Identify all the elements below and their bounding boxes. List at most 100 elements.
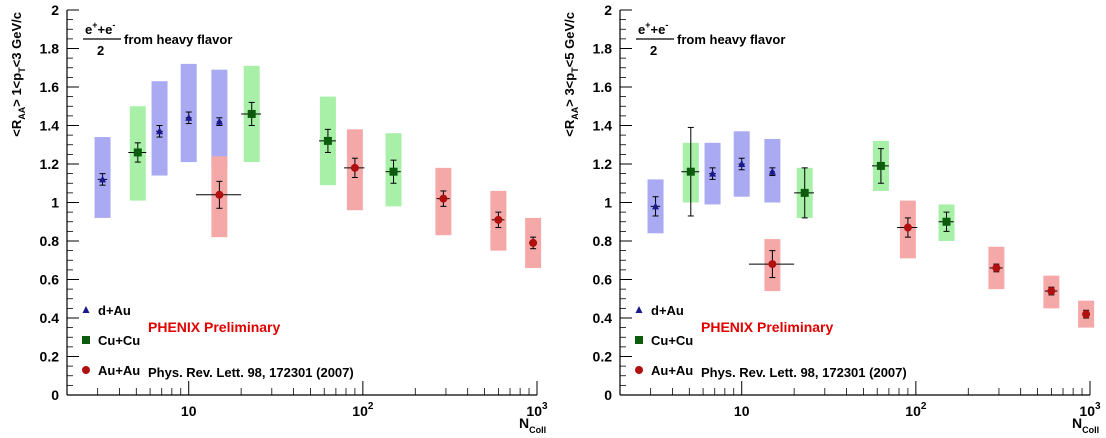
y-tick-label: 1 — [604, 195, 612, 211]
y-label-main: <R — [562, 119, 577, 137]
legend-marker-2 — [635, 366, 643, 374]
chart-right: 0 0.2 0.4 0.6 0.8 1 1.2 1.4 1.6 1.8 2 10 102 103 NColl… — [553, 0, 1106, 438]
y-label-mid2: <5 GeV/c — [562, 12, 577, 67]
x-tick-exp: 3 — [1095, 401, 1101, 412]
marker-circle-2-4 — [1082, 310, 1091, 319]
annotation-text: from heavy flavor — [124, 32, 232, 47]
legend-marker-0 — [635, 306, 643, 313]
x-tick-exp: 2 — [368, 401, 374, 412]
y-tick-label: 1.6 — [40, 79, 60, 95]
y-axis-label: <RAA> 3<pT<5 GeV/c — [562, 12, 580, 137]
legend-marker-1 — [82, 336, 90, 344]
marker-square-1-1 — [247, 109, 256, 118]
x-tick-label: 10 — [734, 403, 750, 419]
legend-label-2: Au+Au — [98, 363, 140, 378]
annot-e: e — [638, 22, 645, 37]
marker-circle-2-4 — [529, 238, 538, 247]
marker-circle-2-2 — [439, 194, 448, 203]
marker-square-1-0 — [133, 148, 142, 157]
marker-triangle-0-3 — [768, 167, 776, 175]
x-tick-base: 10 — [1079, 403, 1095, 419]
y-tick-label: 0.6 — [40, 272, 60, 288]
annotation-numerator: e++e- — [85, 20, 115, 37]
legend-label-2: Au+Au — [651, 363, 693, 378]
x-tick-label: 103 — [526, 401, 548, 419]
x-tick-base: 10 — [905, 403, 921, 419]
x-label-sub: Coll — [1082, 425, 1099, 435]
y-label-main: <R — [9, 119, 24, 137]
x-tick-exp: 3 — [542, 401, 548, 412]
y-tick-label: 1.4 — [40, 118, 60, 134]
y-tick-label: 1 — [51, 195, 59, 211]
y-tick-label: 0.2 — [593, 349, 613, 365]
marker-square-1-2 — [323, 136, 332, 145]
preliminary-label: PHENIX Preliminary — [148, 319, 280, 335]
y-label-sub2: T — [570, 67, 580, 73]
annotation-denominator: 2 — [650, 43, 657, 58]
marker-circle-2-3 — [1047, 287, 1056, 296]
x-tick-base: 10 — [734, 403, 750, 419]
x-tick-label: 10 — [181, 403, 197, 419]
marker-square-1-3 — [389, 167, 398, 176]
annotation-text: from heavy flavor — [677, 32, 785, 47]
y-tick-label: 2 — [51, 2, 59, 18]
x-axis-label: NColl — [1072, 415, 1099, 435]
x-tick-label: 103 — [1079, 401, 1101, 419]
marker-circle-2-0 — [768, 260, 777, 269]
y-label-mid1: > 3<p — [562, 73, 577, 107]
chart-left: 0 0.2 0.4 0.6 0.8 1 1.2 1.4 1.6 1.8 2 10 102 103 NColl… — [9, 2, 548, 435]
annotation-numerator: e++e- — [638, 20, 668, 37]
y-tick-label: 1.2 — [593, 156, 613, 172]
y-label-sub2: T — [17, 67, 27, 73]
y-tick-label: 0.4 — [40, 310, 60, 326]
marker-triangle-0-2 — [738, 160, 746, 167]
y-label-mid2: <3 GeV/c — [9, 12, 24, 67]
y-tick-label: 0.8 — [40, 233, 60, 249]
legend-marker-0 — [82, 306, 90, 313]
marker-square-1-2 — [876, 161, 885, 170]
y-label-sub1: AA — [570, 106, 580, 119]
x-tick-exp: 2 — [921, 401, 927, 412]
y-tick-label: 1.2 — [40, 156, 60, 172]
x-axis-label: NColl — [519, 415, 546, 435]
marker-triangle-0-3 — [215, 117, 223, 125]
legend-label-1: Cu+Cu — [651, 333, 693, 348]
legend-label-0: d+Au — [651, 303, 684, 318]
x-label-sub: Coll — [529, 425, 546, 435]
marker-circle-2-2 — [992, 263, 1001, 272]
marker-circle-2-1 — [903, 223, 912, 232]
preliminary-label: PHENIX Preliminary — [701, 319, 833, 335]
y-tick-label: 0.4 — [593, 310, 613, 326]
y-tick-label: 0.6 — [593, 272, 613, 288]
y-tick-label: 1.8 — [40, 41, 60, 57]
x-tick-label: 102 — [905, 401, 927, 419]
annot-sup: + — [92, 20, 97, 30]
legend-label-1: Cu+Cu — [98, 333, 140, 348]
marker-triangle-0-1 — [709, 169, 717, 177]
y-tick-label: 2 — [604, 2, 612, 18]
annot-plus: +e — [98, 22, 113, 37]
annot-plus: +e — [651, 22, 666, 37]
legend-label-0: d+Au — [98, 303, 131, 318]
y-tick-label: 0 — [604, 387, 612, 403]
annot-sup2: - — [665, 20, 668, 30]
annot-e: e — [85, 22, 92, 37]
y-tick-label: 0.2 — [40, 349, 60, 365]
reference-label: Phys. Rev. Lett. 98, 172301 (2007) — [148, 365, 354, 380]
y-label-sub1: AA — [17, 106, 27, 119]
annot-sup2: - — [112, 20, 115, 30]
annot-sup: + — [645, 20, 650, 30]
y-tick-label: 1.6 — [593, 79, 613, 95]
x-label-main: N — [1072, 415, 1082, 431]
marker-circle-2-1 — [350, 163, 359, 172]
y-label-mid1: > 1<p — [9, 73, 24, 107]
marker-circle-2-0 — [215, 190, 224, 199]
marker-square-1-3 — [942, 217, 951, 226]
annotation-denominator: 2 — [97, 43, 104, 58]
y-axis-label: <RAA> 1<pT<3 GeV/c — [9, 12, 27, 137]
legend-marker-1 — [635, 336, 643, 344]
marker-triangle-0-0 — [99, 175, 107, 183]
legend-marker-2 — [82, 366, 90, 374]
